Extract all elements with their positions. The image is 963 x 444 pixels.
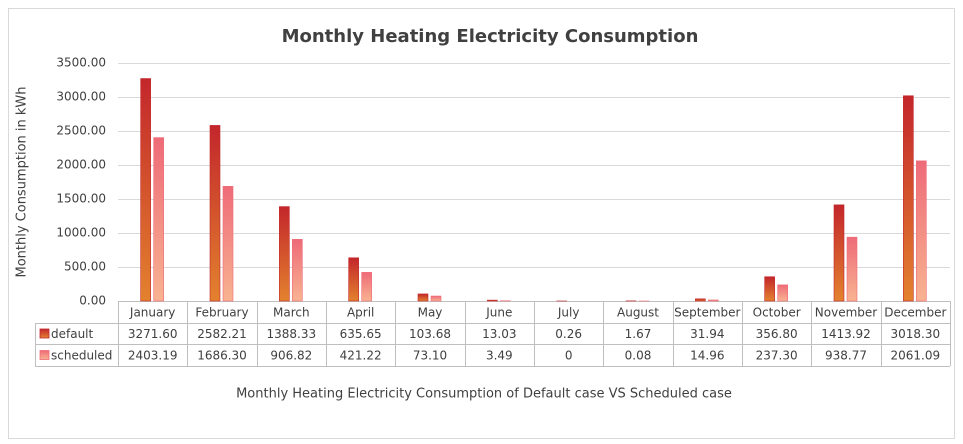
table-value: 938.77 bbox=[825, 349, 867, 363]
table-value: 31.94 bbox=[690, 327, 724, 341]
table-value: 2061.09 bbox=[891, 349, 941, 363]
chart-title: Monthly Heating Electricity Consumption bbox=[282, 26, 699, 47]
y-tick-label: 1000.00 bbox=[56, 226, 106, 240]
table-value: 1686.30 bbox=[197, 349, 247, 363]
table-value: 73.10 bbox=[413, 349, 447, 363]
bar bbox=[417, 293, 429, 302]
legend-swatch bbox=[39, 350, 50, 360]
x-tick-label: July bbox=[557, 306, 580, 320]
bar bbox=[777, 284, 788, 302]
legend-swatch bbox=[39, 328, 50, 339]
x-tick-label: October bbox=[753, 306, 801, 320]
x-tick-label: June bbox=[485, 306, 512, 320]
table-value: 3271.60 bbox=[128, 327, 178, 341]
table-value: 3.49 bbox=[486, 349, 513, 363]
table-value: 2582.21 bbox=[197, 327, 247, 341]
bar bbox=[833, 204, 845, 302]
table-value: 635.65 bbox=[340, 327, 382, 341]
y-axis-label: Monthly Consumption in kWh bbox=[15, 86, 30, 277]
y-tick-label: 3000.00 bbox=[56, 90, 106, 104]
bar bbox=[708, 299, 719, 302]
x-tick-label: November bbox=[815, 306, 877, 320]
table-value: 1388.33 bbox=[267, 327, 317, 341]
bar bbox=[487, 299, 498, 302]
bar bbox=[903, 95, 914, 302]
table-value: 356.80 bbox=[756, 327, 798, 341]
table-value: 1.67 bbox=[625, 327, 652, 341]
table-value: 0.08 bbox=[625, 349, 652, 363]
x-tick-label: April bbox=[347, 306, 374, 320]
x-axis-label: Monthly Heating Electricity Consumption … bbox=[236, 387, 732, 402]
table-value: 237.30 bbox=[756, 349, 798, 363]
x-tick-label: March bbox=[273, 306, 310, 320]
x-tick-label: September bbox=[674, 306, 740, 320]
bar bbox=[348, 257, 359, 302]
bar bbox=[140, 78, 151, 302]
bar bbox=[916, 160, 927, 302]
bar bbox=[846, 236, 858, 302]
table-value: 0 bbox=[565, 349, 573, 363]
table-value: 103.68 bbox=[409, 327, 451, 341]
table-value: 1413.92 bbox=[821, 327, 871, 341]
table-value: 13.03 bbox=[482, 327, 516, 341]
bar bbox=[695, 298, 706, 302]
table-value: 906.82 bbox=[270, 349, 312, 363]
table-value: 421.22 bbox=[340, 349, 382, 363]
table-value: 14.96 bbox=[690, 349, 724, 363]
x-tick-label: January bbox=[129, 306, 176, 320]
bar bbox=[361, 272, 372, 302]
y-tick-label: 2000.00 bbox=[56, 158, 106, 172]
x-tick-label: February bbox=[195, 306, 248, 320]
bar bbox=[764, 276, 775, 302]
legend-label: scheduled bbox=[51, 349, 112, 363]
bar bbox=[279, 206, 290, 302]
x-tick-label: December bbox=[884, 306, 946, 320]
legend-label: default bbox=[51, 327, 94, 341]
bar bbox=[209, 125, 221, 302]
y-tick-label: 2500.00 bbox=[56, 124, 106, 138]
bar bbox=[222, 186, 234, 302]
table-value: 3018.30 bbox=[891, 327, 941, 341]
x-tick-label: August bbox=[617, 306, 659, 320]
table-value: 0.26 bbox=[555, 327, 582, 341]
y-tick-label: 0.00 bbox=[79, 294, 106, 308]
y-tick-label: 500.00 bbox=[64, 260, 106, 274]
table-value: 2403.19 bbox=[128, 349, 178, 363]
bar bbox=[430, 295, 442, 302]
x-tick-label: May bbox=[418, 306, 443, 320]
y-tick-label: 3500.00 bbox=[56, 56, 106, 70]
y-tick-label: 1500.00 bbox=[56, 192, 106, 206]
bar bbox=[292, 239, 303, 302]
bar bbox=[153, 137, 164, 302]
